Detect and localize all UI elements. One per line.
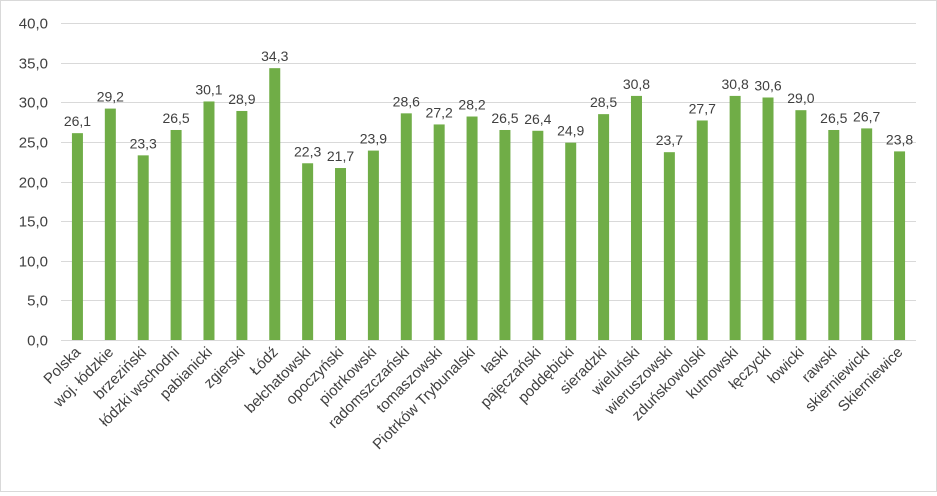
bar	[104, 108, 116, 340]
data-label: 28,6	[393, 93, 420, 109]
data-label: 29,2	[97, 89, 124, 105]
data-label: 30,1	[195, 81, 222, 97]
bar	[795, 110, 807, 341]
bar	[499, 129, 511, 340]
data-label: 26,7	[853, 108, 880, 124]
bar	[696, 120, 708, 340]
data-label: 26,4	[524, 111, 551, 127]
data-label: 23,3	[130, 135, 157, 151]
y-tick-label: 0,0	[27, 333, 48, 350]
bar	[565, 142, 577, 340]
data-label: 28,5	[590, 94, 617, 110]
data-label: 22,3	[294, 143, 321, 159]
data-labels: 26,1 29,2 23,3 26,5 30,1 28,9 34,3 22,3 21,7 23,9…	[64, 48, 914, 164]
data-label: 34,3	[261, 48, 288, 64]
bar	[400, 113, 412, 340]
y-tick-label: 40,0	[19, 16, 48, 33]
data-label: 27,2	[426, 104, 453, 120]
data-label: 30,8	[623, 76, 650, 92]
bar	[729, 95, 741, 340]
bar	[532, 130, 544, 340]
bar	[663, 152, 675, 340]
data-label: 23,9	[360, 131, 387, 147]
bar	[894, 151, 906, 340]
gridlines	[61, 23, 916, 341]
y-tick-label: 10,0	[19, 254, 48, 271]
bar	[335, 168, 347, 340]
data-label: 21,7	[327, 148, 354, 164]
bar	[367, 150, 379, 340]
bar	[861, 128, 873, 340]
bar	[170, 129, 182, 340]
y-axis-ticks: 0,0 5,0 10,0 15,0 20,0 25,0 30,0 35,0 40,0	[19, 16, 48, 350]
bar	[71, 133, 83, 340]
data-label: 30,6	[754, 78, 781, 94]
bar	[269, 68, 281, 341]
data-label: 27,7	[689, 100, 716, 116]
y-tick-label: 30,0	[19, 95, 48, 112]
bars	[71, 68, 906, 341]
bar	[630, 95, 642, 340]
bar	[433, 124, 445, 340]
y-tick-label: 35,0	[19, 56, 48, 73]
data-label: 23,8	[886, 131, 913, 147]
data-label: 28,2	[458, 97, 485, 113]
data-label: 26,5	[162, 110, 189, 126]
data-label: 29,0	[787, 90, 814, 106]
data-label: 30,8	[722, 76, 749, 92]
y-tick-label: 20,0	[19, 175, 48, 192]
data-label: 26,5	[491, 110, 518, 126]
bar	[236, 110, 248, 340]
bar	[137, 155, 149, 340]
data-label: 26,1	[64, 113, 91, 129]
bar	[828, 129, 840, 340]
bar	[302, 163, 314, 340]
bar	[598, 114, 610, 340]
bar	[762, 97, 774, 340]
data-label: 26,5	[820, 110, 847, 126]
bar	[466, 116, 478, 341]
bar	[203, 101, 215, 341]
y-tick-label: 15,0	[19, 214, 48, 231]
y-tick-label: 5,0	[27, 293, 48, 310]
y-tick-label: 25,0	[19, 135, 48, 152]
data-label: 28,9	[228, 91, 255, 107]
data-label: 23,7	[656, 132, 683, 148]
data-label: 24,9	[557, 123, 584, 139]
x-tick-label: łowicki	[764, 344, 807, 387]
